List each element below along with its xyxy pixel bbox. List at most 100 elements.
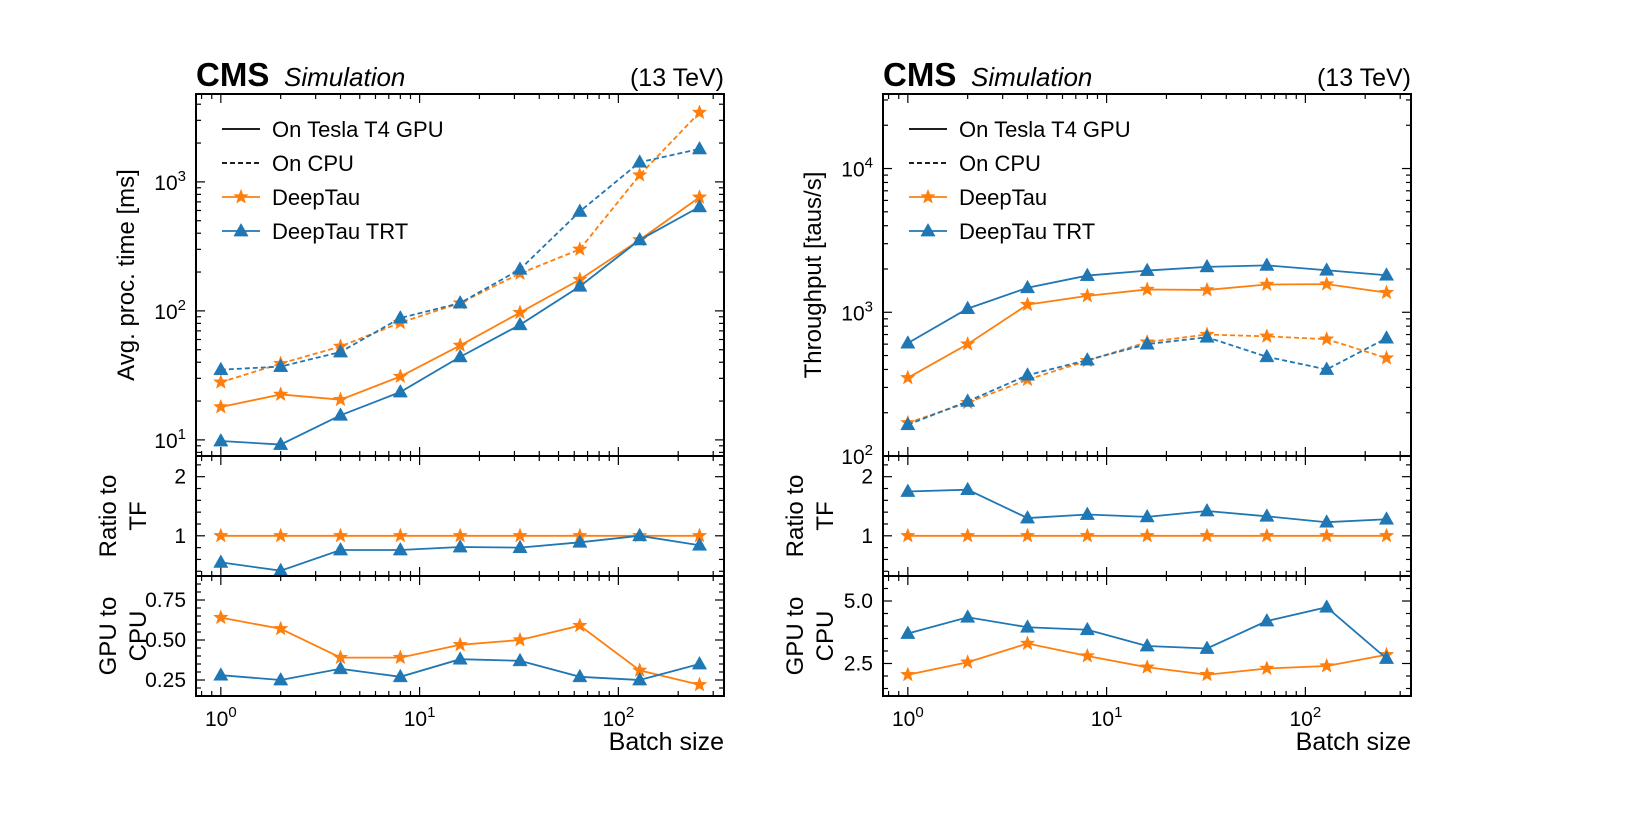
legend-entry: DeepTau TRT: [909, 219, 1095, 244]
data-point: [1079, 647, 1096, 663]
series-deeptau-gpu: [900, 275, 1395, 385]
data-point: [900, 527, 916, 543]
series-deeptau-trt: [900, 599, 1395, 664]
data-point: [959, 335, 976, 351]
gpu_cpu-subplot: 2.5 5.0 100 101 102 GPU to CPU: [782, 575, 1412, 731]
data-point: [272, 527, 289, 543]
y-tick-label: 0.25: [145, 669, 186, 692]
gpu_cpu-subplot: 0.25 0.50 0.75 100 101 102 GPU to CPU: [95, 575, 725, 731]
data-point: [960, 300, 976, 314]
main-frame: [195, 93, 725, 457]
x-tick-label: 102: [603, 704, 635, 731]
data-point: [1319, 599, 1335, 613]
data-point: [1378, 284, 1395, 300]
legend-entry: On CPU: [222, 151, 354, 176]
data-point: [1319, 361, 1335, 375]
data-point: [213, 527, 229, 543]
data-point: [959, 527, 976, 543]
y-tick-label: 2: [174, 466, 186, 489]
y-tick-label: 5.0: [844, 590, 873, 613]
data-point: [631, 166, 648, 182]
data-point: [273, 671, 289, 686]
data-point: [213, 609, 229, 625]
data-point: [452, 651, 468, 665]
data-point: [332, 541, 349, 556]
data-point: [1019, 635, 1036, 651]
data-point: [1199, 640, 1215, 654]
data-point: [1259, 257, 1275, 271]
data-point: [332, 649, 349, 665]
data-point: [1199, 281, 1215, 297]
y-axis-label: TF: [125, 501, 152, 530]
data-point: [1259, 348, 1275, 363]
data-point: [1079, 352, 1095, 366]
data-point: [452, 348, 468, 363]
data-point: [1259, 660, 1275, 676]
data-point: [572, 668, 588, 683]
data-point: [1318, 275, 1335, 291]
data-point: [900, 416, 916, 431]
data-point: [1259, 612, 1275, 627]
data-point: [452, 539, 468, 553]
data-point: [900, 625, 916, 639]
simulation-label: Simulation: [284, 62, 405, 92]
data-point: [691, 655, 708, 670]
main-subplot: 101 102 103 Avg. proc. time [ms]: [113, 93, 725, 457]
data-point: [632, 231, 648, 246]
data-point: [213, 398, 229, 414]
data-point: [691, 537, 708, 551]
data-point: [1139, 262, 1155, 276]
data-point: [1378, 527, 1395, 543]
data-point: [452, 636, 468, 652]
x-axis-label: Batch size: [1296, 728, 1411, 756]
data-point: [691, 198, 708, 213]
main-subplot: 102 103 104 Throughput [taus/s]: [800, 93, 1412, 469]
data-point: [960, 393, 976, 407]
series-deeptau-trt: [213, 527, 708, 577]
y-axis-label: CPU: [125, 611, 152, 662]
data-point: [1199, 329, 1215, 343]
simulation-label: Simulation: [971, 62, 1092, 92]
data-point: [512, 261, 528, 275]
data-point: [332, 343, 349, 358]
legend-marker: [920, 222, 936, 237]
data-point: [572, 534, 588, 548]
data-point: [572, 617, 588, 633]
legend-label: DeepTau TRT: [959, 219, 1095, 244]
cms-label: CMS: [883, 56, 956, 93]
legend-label: On Tesla T4 GPU: [272, 117, 444, 142]
data-point: [1318, 657, 1335, 673]
data-point: [960, 609, 976, 623]
data-point: [960, 481, 976, 496]
data-point: [332, 391, 349, 407]
ratio-subplot: 1 2 Ratio to TF: [782, 455, 1412, 577]
y-tick-label: 0.50: [145, 629, 186, 652]
data-point: [1259, 527, 1275, 543]
data-point: [512, 304, 528, 320]
data-point: [512, 631, 528, 647]
series-deeptau: [213, 609, 708, 692]
y-tick-label: 1: [861, 525, 873, 548]
data-point: [1318, 527, 1335, 543]
data-point: [272, 620, 289, 636]
data-point: [272, 386, 289, 402]
y-tick-label: 2: [861, 466, 873, 489]
legend-label: On Tesla T4 GPU: [959, 117, 1131, 142]
data-point: [572, 278, 588, 292]
right-panel: 102 103 104 Throughput [taus/s] 1 2 Ratio to TF…: [782, 56, 1412, 756]
data-point: [1139, 659, 1155, 674]
y-tick-label: 2.5: [844, 653, 873, 676]
legend-marker: [233, 222, 249, 237]
data-point: [1079, 267, 1095, 281]
data-point: [1378, 511, 1395, 525]
data-point: [1319, 514, 1335, 528]
data-point: [959, 654, 976, 669]
data-point: [512, 652, 528, 667]
data-point: [512, 527, 528, 543]
data-point: [1079, 621, 1095, 636]
data-point: [691, 140, 708, 155]
data-point: [392, 649, 409, 665]
y-tick-label: 103: [154, 168, 186, 195]
series-deeptau-trt-cpu: [900, 329, 1395, 431]
legend-entry: On CPU: [909, 151, 1041, 176]
